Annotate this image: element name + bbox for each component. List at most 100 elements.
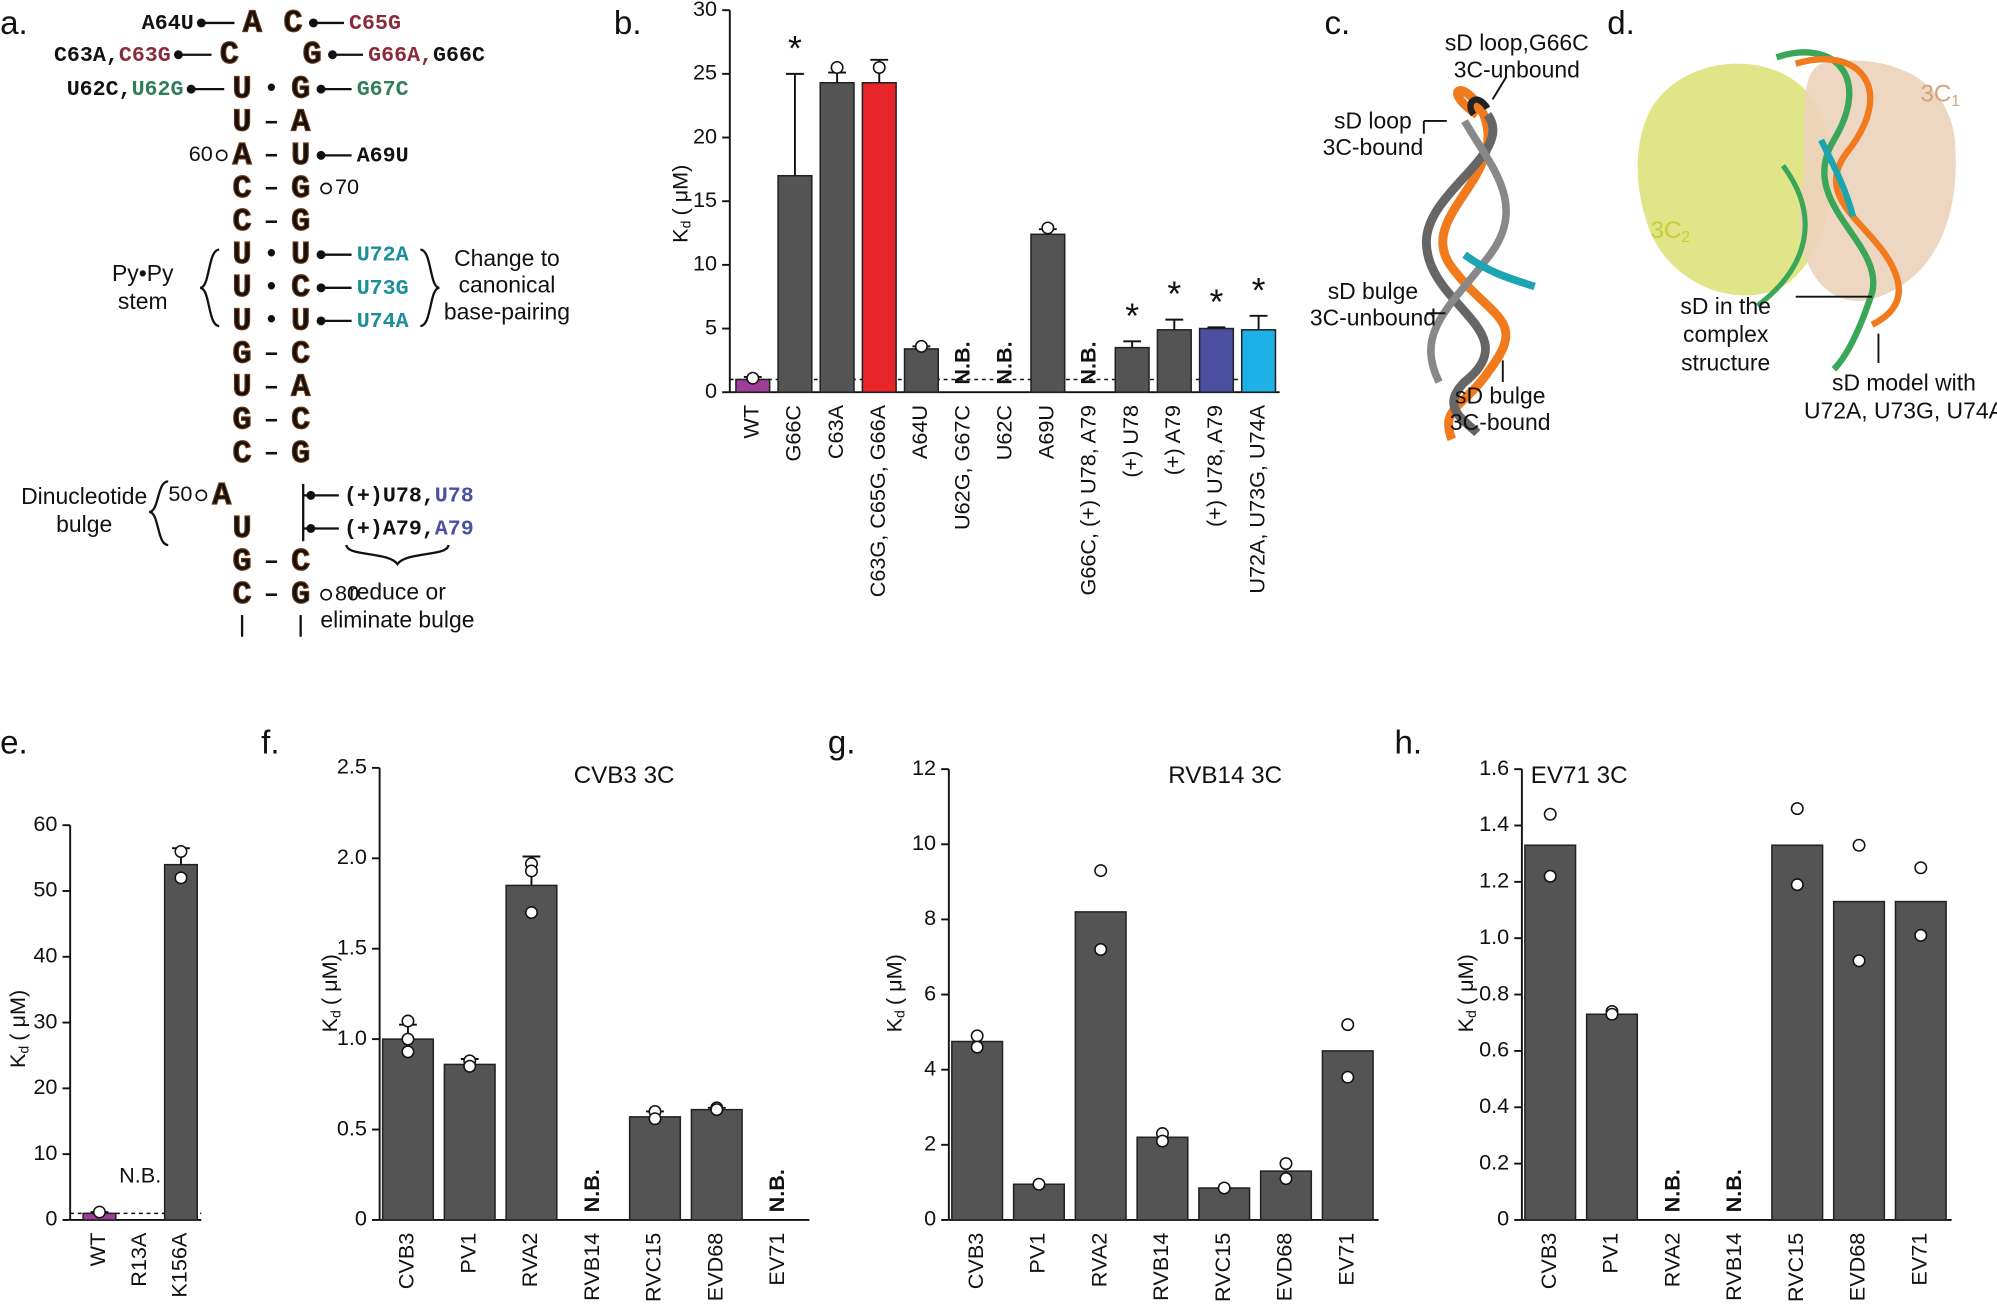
mutation-label: U73G — [357, 277, 409, 301]
significance-marker: * — [788, 28, 802, 68]
y-tick-label: 10 — [33, 1140, 57, 1165]
structure-label: structure — [1681, 349, 1770, 375]
x-tick-label: RVC15 — [1210, 1233, 1235, 1302]
bond: – — [264, 174, 279, 203]
y-label-main: K — [667, 228, 692, 243]
mutation-part: G66A, — [368, 43, 433, 67]
mutation-part: U74A — [357, 310, 409, 334]
x-tick-label: C63A — [823, 404, 848, 459]
mutation-part: C63G — [119, 43, 171, 67]
position-dot — [320, 588, 333, 601]
y-tick-label: 0.4 — [1479, 1093, 1509, 1118]
y-axis-label: Kd ( μM) — [881, 954, 907, 1032]
x-tick-label: G66C, (+) U78, A79 — [1076, 405, 1101, 596]
bar — [1585, 1013, 1639, 1221]
mutation-label: U72A — [357, 243, 409, 267]
data-point — [1852, 954, 1866, 968]
data-point — [1852, 838, 1866, 852]
mutation-label: U74A — [357, 310, 409, 334]
x-tick-label: PV1 — [455, 1233, 480, 1274]
brace — [345, 544, 450, 567]
bond: – — [264, 406, 279, 435]
x-tick-label: CVB3 — [394, 1233, 419, 1290]
x-tick-label: CVB3 — [1536, 1233, 1561, 1290]
bar — [1074, 911, 1127, 1221]
nucleotide: G — [291, 577, 310, 613]
y-tick-label: 20 — [33, 1074, 57, 1099]
data-point — [1790, 802, 1804, 816]
data-point — [1543, 807, 1557, 821]
mutation-label: A64U — [142, 12, 194, 36]
nucleotide: U — [233, 303, 252, 339]
bond: – — [264, 141, 279, 170]
nucleotide: A — [233, 138, 253, 174]
bar — [1894, 900, 1947, 1221]
mutation-part: A64U — [142, 12, 194, 36]
x-tick-label: EVD68 — [1845, 1233, 1870, 1302]
brace — [148, 480, 169, 547]
no-binding-label: N.B. — [579, 1169, 604, 1212]
y-tick-label: 12 — [912, 755, 936, 780]
mutation-label: A69U — [357, 144, 409, 168]
y-tick-label: 10 — [693, 251, 717, 276]
mutation-part: C63A, — [54, 43, 119, 67]
protein-sub: 1 — [1951, 93, 1960, 110]
no-binding-label: N.B. — [764, 1169, 789, 1212]
y-tick-label: 0.8 — [1479, 980, 1509, 1005]
y-tick-label: 1.5 — [337, 934, 367, 959]
nucleotide: G — [303, 37, 322, 73]
x-tick-label: U62C — [991, 405, 1016, 460]
data-point — [1279, 1157, 1293, 1171]
helix-strand — [1427, 119, 1510, 384]
mutation-part: G67C — [357, 78, 409, 102]
y-tick-label: 0 — [45, 1206, 57, 1231]
y-label-main: K — [1453, 1017, 1478, 1032]
bar — [951, 1040, 1004, 1221]
y-tick-label: 30 — [33, 1008, 57, 1033]
no-binding-label: N.B. — [1721, 1169, 1746, 1212]
annotation: eliminate bulge — [320, 606, 474, 632]
y-tick-label: 1.0 — [337, 1025, 367, 1050]
x-tick-label: C63G, C65G, G66A — [865, 404, 890, 597]
bond: • — [264, 75, 279, 104]
mutation-part: A79 — [435, 517, 474, 541]
x-tick-label: EVD68 — [702, 1233, 727, 1302]
bar — [505, 884, 558, 1221]
x-tick-label: U72A, U73G, U74A — [1244, 404, 1269, 593]
panel-label: d. — [1607, 5, 1635, 42]
bar — [1771, 844, 1824, 1221]
nucleotide: G — [233, 336, 252, 372]
nucleotide: C — [233, 436, 252, 472]
bar — [381, 1038, 435, 1221]
panel-label: c. — [1325, 5, 1351, 42]
data-point — [1155, 1134, 1169, 1148]
protein-3c1 — [1799, 60, 1956, 302]
significance-marker: * — [1210, 282, 1224, 322]
data-point — [1279, 1172, 1293, 1186]
structure-label: 3C-bound — [1323, 134, 1424, 160]
bar — [628, 1116, 682, 1221]
data-point — [1032, 1177, 1046, 1191]
protein-label: 3C1 — [1920, 81, 1959, 110]
data-point — [92, 1205, 106, 1219]
mutation-label: (+)A79,A79 — [344, 517, 474, 541]
nucleotide: U — [233, 72, 252, 108]
nucleotide: C — [233, 204, 252, 240]
data-point — [914, 339, 928, 353]
nucleotide: A — [243, 5, 263, 41]
nucleotide: C — [283, 5, 302, 41]
nucleotide: U — [291, 303, 310, 339]
data-point — [648, 1112, 662, 1126]
annotation: Change to — [454, 245, 560, 271]
bar — [1030, 233, 1066, 393]
x-tick-label: WT — [739, 405, 764, 439]
panel-label: h. — [1395, 725, 1423, 762]
y-tick-label: 25 — [693, 60, 717, 85]
position-label: 60 — [189, 141, 213, 166]
no-binding-label: N.B. — [991, 341, 1016, 384]
chart-title: EV71 3C — [1531, 762, 1628, 789]
y-tick-label: 4 — [924, 1055, 936, 1080]
data-point — [970, 1029, 984, 1043]
nucleotide: C — [233, 171, 252, 207]
data-point — [1094, 864, 1108, 878]
